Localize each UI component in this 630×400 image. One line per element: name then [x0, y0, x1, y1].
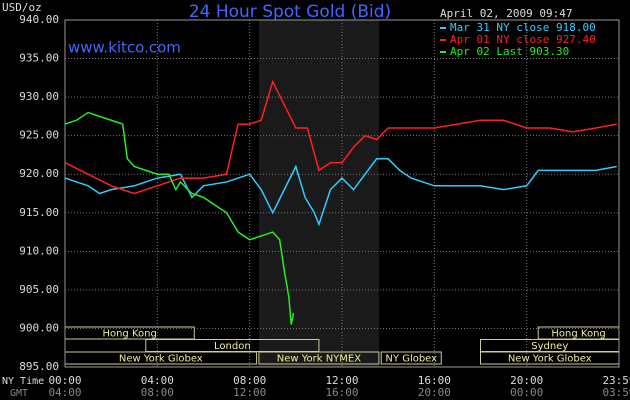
session-label: Hong Kong — [102, 329, 156, 340]
shade — [258, 20, 379, 367]
x2-tick-label: 20:00 — [418, 386, 451, 399]
y-tick-label: 895.00 — [19, 360, 59, 373]
y-tick-label: 935.00 — [19, 52, 59, 65]
y-label: USD/oz — [2, 1, 42, 14]
x-tick-label: 04:00 — [141, 374, 174, 387]
session-box — [380, 351, 442, 365]
x2-tick-label: 04:00 — [48, 386, 81, 399]
x2-tick-label: 08:00 — [141, 386, 174, 399]
y-tick-label: 915.00 — [19, 206, 59, 219]
y-tick-label: 925.00 — [19, 129, 59, 142]
y-tick-label: 905.00 — [19, 283, 59, 296]
session-label: NY Globex — [385, 354, 437, 365]
x-tick-label: 00:00 — [48, 374, 81, 387]
plot-frame — [64, 19, 620, 368]
session-label: New York Globex — [508, 354, 592, 365]
session-label: London — [214, 341, 251, 352]
watermark: www.kitco.com — [68, 39, 181, 57]
x-tick-label: 08:00 — [233, 374, 266, 387]
x2-tick-label: 03:59 — [602, 386, 630, 399]
x-tick-label: 20:00 — [510, 374, 543, 387]
series-line — [64, 158, 617, 227]
session-label: New York NYMEX — [277, 354, 362, 365]
date-label: April 02, 2009 09:47 — [440, 7, 572, 20]
legend-label: Apr 01 NY close 927.40 — [450, 33, 596, 46]
y-tick-label: 920.00 — [19, 167, 59, 180]
x2-tick-label: 16:00 — [325, 386, 358, 399]
x-tick-label: 16:00 — [418, 374, 451, 387]
x2-tick-label: 12:00 — [233, 386, 266, 399]
x-tick-label: 12:00 — [325, 374, 358, 387]
x2-tick-label: 00:00 — [510, 386, 543, 399]
x2-label: GMT — [10, 388, 28, 399]
legend-label: Mar 31 NY close 918.00 — [450, 21, 596, 34]
x-label: NY Time — [2, 376, 44, 387]
y-tick-label: 910.00 — [19, 244, 59, 257]
session-box — [258, 351, 380, 365]
y-tick-label: 940.00 — [19, 13, 59, 26]
session-label: Sydney — [531, 341, 568, 352]
y-tick-label: 930.00 — [19, 90, 59, 103]
session-label: New York Globex — [119, 354, 203, 365]
series-line — [64, 111, 295, 325]
y-tick-label: 900.00 — [19, 321, 59, 334]
x-tick-label: 23:59 — [602, 374, 630, 387]
legend-label: Apr 02 Last 903.30 — [450, 45, 569, 58]
chart-title: 24 Hour Spot Gold (Bid) — [189, 2, 391, 22]
series-line — [64, 79, 617, 195]
session-label: Hong Kong — [551, 329, 605, 340]
